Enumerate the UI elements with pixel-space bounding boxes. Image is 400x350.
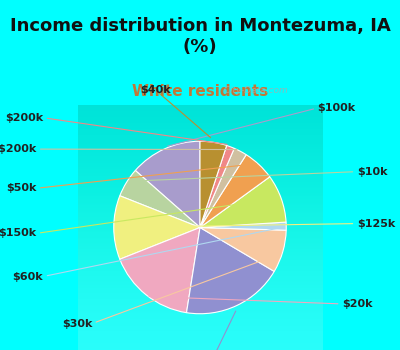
Text: > $200k: > $200k: [0, 144, 36, 154]
Text: $100k: $100k: [318, 103, 356, 113]
Wedge shape: [200, 148, 246, 228]
Wedge shape: [200, 222, 286, 230]
Text: $200k: $200k: [5, 113, 43, 123]
Text: $40k: $40k: [140, 85, 171, 95]
Wedge shape: [186, 228, 274, 314]
Wedge shape: [120, 170, 200, 228]
Text: $10k: $10k: [357, 167, 387, 177]
Text: $125k: $125k: [357, 219, 395, 229]
Wedge shape: [120, 228, 200, 313]
Text: $20k: $20k: [342, 299, 372, 309]
Text: $60k: $60k: [12, 272, 43, 281]
Wedge shape: [200, 141, 227, 228]
Text: Income distribution in Montezuma, IA
(%): Income distribution in Montezuma, IA (%): [10, 17, 390, 56]
Wedge shape: [200, 146, 234, 228]
Text: White residents: White residents: [132, 84, 268, 99]
Text: $30k: $30k: [62, 318, 92, 329]
Wedge shape: [200, 155, 270, 228]
Wedge shape: [200, 177, 286, 228]
Text: $50k: $50k: [6, 183, 36, 193]
Wedge shape: [135, 141, 200, 228]
Wedge shape: [200, 228, 286, 271]
Text: City-Data.com: City-Data.com: [218, 86, 288, 96]
Text: $150k: $150k: [0, 229, 36, 238]
Wedge shape: [114, 196, 200, 259]
